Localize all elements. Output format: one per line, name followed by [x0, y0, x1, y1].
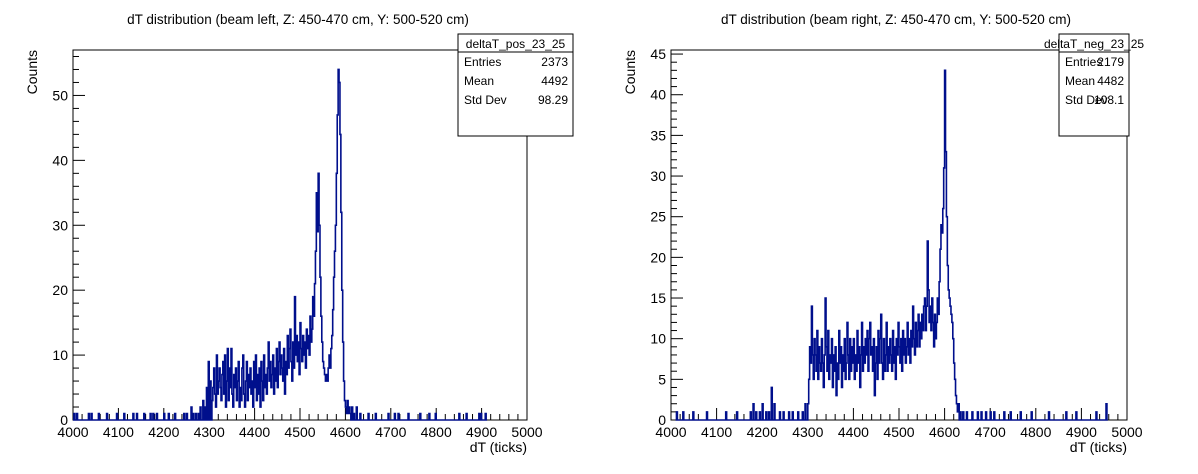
left-x-tick-label: 4100 — [103, 424, 134, 440]
left-x-tick-label: 4800 — [421, 424, 452, 440]
right-chart-title: dT distribution (beam right, Z: 450-470 … — [721, 12, 1071, 27]
right-y-tick-label: 20 — [650, 249, 666, 265]
right-x-tick-label: 4500 — [883, 424, 914, 440]
right-y-tick-label: 35 — [650, 127, 666, 143]
right-y-tick-label: 10 — [650, 331, 666, 347]
left-x-tick-label: 4600 — [330, 424, 361, 440]
left-y-tick-label: 10 — [52, 347, 68, 363]
right-stats-value: 4482 — [1097, 74, 1124, 88]
right-stats-label: Std Dev — [1065, 93, 1108, 107]
left-stats-label: Std Dev — [464, 93, 507, 107]
left-stats-label: Entries — [464, 55, 501, 69]
left-y-tick-label: 0 — [60, 412, 68, 428]
right-histogram-line — [675, 69, 1108, 421]
left-x-tick-label: 5000 — [511, 424, 542, 440]
left-stats-value: 4492 — [541, 74, 568, 88]
right-y-tick-label: 5 — [658, 371, 666, 387]
right-y-tick-label: 45 — [650, 46, 666, 62]
left-stats-label: Mean — [464, 74, 494, 88]
right-stats-value: 2179 — [1097, 55, 1124, 69]
left-histogram-panel: dT distribution (beam left, Z: 450-470 c… — [24, 12, 574, 455]
left-x-tick-label: 4700 — [375, 424, 406, 440]
left-x-tick-label: 4500 — [284, 424, 315, 440]
right-y-tick-label: 0 — [658, 412, 666, 428]
right-y-tick-label: 25 — [650, 209, 666, 225]
left-stats-histogram-name: deltaT_pos_23_25 — [466, 37, 566, 51]
left-x-tick-label: 4400 — [239, 424, 270, 440]
left-y-tick-label: 30 — [52, 217, 68, 233]
right-stats-box-frame — [1058, 33, 1130, 137]
left-x-tick-label: 4000 — [57, 424, 88, 440]
right-stats-value: 108.1 — [1094, 93, 1124, 107]
right-x-axis-label: dT (ticks) — [1070, 439, 1127, 455]
right-x-tick-label: 4900 — [1066, 424, 1097, 440]
left-chart-title: dT distribution (beam left, Z: 450-470 c… — [127, 12, 469, 27]
left-x-axis-label: dT (ticks) — [470, 439, 527, 455]
right-y-tick-label: 15 — [650, 290, 666, 306]
right-x-tick-label: 4800 — [1020, 424, 1051, 440]
right-x-tick-label: 4400 — [838, 424, 869, 440]
left-y-tick-label: 50 — [52, 87, 68, 103]
right-y-tick-label: 30 — [650, 168, 666, 184]
right-histogram-panel: dT distribution (beam right, Z: 450-470 … — [622, 12, 1144, 455]
left-stats-box: deltaT_pos_23_25 Entries 2373 Mean 4492 Std D… — [457, 33, 574, 137]
right-x-tick-label: 4200 — [747, 424, 778, 440]
left-histogram-line — [73, 68, 488, 421]
right-y-tick-label: 40 — [650, 87, 666, 103]
right-x-tick-label: 4100 — [701, 424, 732, 440]
left-x-tick-label: 4900 — [466, 424, 497, 440]
right-stats-histogram-name: deltaT_neg_23_25 — [1044, 37, 1144, 51]
left-stats-value: 2373 — [541, 55, 568, 69]
right-x-tick-label: 4600 — [929, 424, 960, 440]
left-y-tick-label: 40 — [52, 152, 68, 168]
left-y-tick-label: 20 — [52, 282, 68, 298]
right-x-tick-label: 4700 — [975, 424, 1006, 440]
right-stats-label: Mean — [1065, 74, 1095, 88]
left-y-axis-label: Counts — [24, 50, 40, 94]
right-stats-label: Entries — [1065, 55, 1102, 69]
right-x-tick-label: 5000 — [1111, 424, 1142, 440]
right-x-tick-label: 4000 — [655, 424, 686, 440]
left-stats-value: 98.29 — [538, 93, 568, 107]
left-x-tick-label: 4300 — [194, 424, 225, 440]
left-x-tick-label: 4200 — [148, 424, 179, 440]
right-y-axis-label: Counts — [622, 50, 638, 94]
left-stats-box-frame — [457, 33, 574, 137]
right-x-tick-label: 4300 — [792, 424, 823, 440]
